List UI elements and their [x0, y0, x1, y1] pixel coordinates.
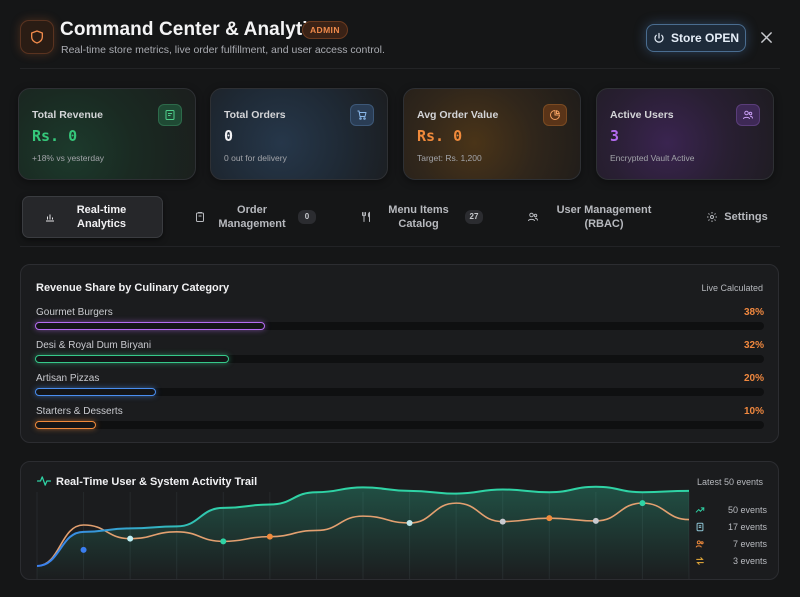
- tab-label: Real-time Analytics: [76, 204, 127, 230]
- page-subtitle: Real-time store metrics, live order fulf…: [61, 44, 385, 56]
- kpi-label: Active Users: [610, 109, 674, 121]
- close-button[interactable]: [756, 27, 776, 47]
- legend-text: 50 events: [727, 505, 767, 515]
- tab-real-time-analytics[interactable]: Real-time Analytics: [22, 196, 163, 238]
- utensils-icon: [361, 211, 370, 222]
- kpi-subtext: Encrypted Vault Active: [610, 153, 695, 163]
- legend-text: 3 events: [732, 556, 767, 566]
- receipt-icon: [158, 104, 182, 126]
- shield-icon: [31, 30, 43, 44]
- data-point: [592, 517, 599, 524]
- series-area: [37, 486, 689, 579]
- category-label: Starters & Desserts: [36, 406, 123, 417]
- tab-menu-items-catalog[interactable]: Menu Items Catalog 27: [346, 196, 498, 238]
- users-icon: [528, 212, 538, 222]
- tab-label: Menu Items Catalog: [388, 204, 449, 230]
- category-bar-track: [35, 388, 764, 396]
- tab-count-badge: 27: [464, 210, 484, 224]
- kpi-card-avg-order: Avg Order Value Rs. 0 Target: Rs. 1,200: [403, 88, 581, 180]
- kpi-subtext: Target: Rs. 1,200: [417, 153, 482, 163]
- pie-chart-icon: [543, 104, 567, 126]
- activity-icon: [37, 476, 51, 486]
- data-point: [406, 519, 413, 526]
- kpi-subtext: 0 out for delivery: [224, 153, 287, 163]
- category-bar-track: [35, 322, 764, 330]
- kpi-subtext: +18% vs yesterday: [32, 153, 105, 163]
- latest-events-label: Latest 50 events: [696, 477, 763, 487]
- tab-settings[interactable]: Settings: [700, 196, 774, 238]
- tab-count-badge: 0: [298, 210, 316, 224]
- category-bar-fill: [35, 421, 96, 429]
- activity-line-chart: [36, 485, 690, 579]
- data-point: [220, 538, 227, 545]
- data-point: [499, 518, 506, 525]
- kpi-value: Rs. 0: [417, 127, 463, 145]
- series-line-secondary: [36, 502, 690, 567]
- panel-title: Revenue Share by Culinary Category: [36, 282, 230, 294]
- category-percent: 38%: [743, 307, 764, 318]
- close-icon: [760, 31, 772, 43]
- page-title: Command Center & Analytics: [60, 19, 330, 40]
- power-icon: [654, 32, 664, 43]
- users-icon: [736, 104, 760, 126]
- app-logo: [20, 20, 54, 54]
- swap-icon: [696, 557, 704, 565]
- clipboard-icon: [196, 212, 204, 222]
- bar-chart-icon: [45, 214, 54, 222]
- kpi-value: 3: [610, 127, 620, 145]
- category-percent: 10%: [743, 406, 764, 417]
- trend-icon: [695, 507, 705, 513]
- category-label: Artisan Pizzas: [36, 373, 100, 384]
- data-point: [80, 546, 87, 553]
- panel-title: Real-Time User & System Activity Trail: [56, 476, 258, 488]
- series-line-primary: [36, 485, 690, 567]
- data-point: [127, 535, 134, 542]
- kpi-card-orders: Total Orders 0 0 out for delivery: [210, 88, 388, 180]
- tab-order-management[interactable]: Order Management 0: [180, 196, 330, 238]
- live-status: Live Calculated: [701, 283, 763, 293]
- tab-user-management[interactable]: User Management (RBAC): [520, 196, 670, 238]
- kpi-value: 0: [224, 127, 234, 145]
- category-label: Gourmet Burgers: [36, 307, 113, 318]
- category-bar-fill: [35, 322, 265, 330]
- kpi-label: Avg Order Value: [417, 109, 499, 121]
- legend-row: 17 events: [695, 520, 767, 534]
- category-bar-track: [35, 355, 764, 363]
- kpi-card-users: Active Users 3 Encrypted Vault Active: [596, 88, 774, 180]
- users-icon: [695, 540, 704, 548]
- revenue-share-panel: Revenue Share by Culinary Category Live …: [20, 264, 779, 443]
- legend-row: 7 events: [695, 537, 767, 551]
- category-percent: 32%: [743, 340, 764, 351]
- role-badge: ADMIN: [302, 21, 348, 39]
- store-status-label: Store OPEN: [670, 31, 739, 45]
- data-point: [639, 500, 646, 507]
- legend-text: 7 events: [732, 539, 767, 549]
- category-percent: 20%: [743, 373, 764, 384]
- document-icon: [696, 522, 704, 532]
- kpi-label: Total Revenue: [32, 109, 103, 121]
- legend-row: 3 events: [695, 554, 767, 568]
- gear-icon: [707, 212, 718, 222]
- tab-label: Settings: [724, 211, 768, 223]
- kpi-label: Total Orders: [224, 109, 286, 121]
- category-bar-fill: [35, 355, 229, 363]
- tab-label: User Management (RBAC): [556, 204, 652, 230]
- data-point: [546, 515, 553, 522]
- cart-icon: [350, 104, 374, 126]
- category-label: Desi & Royal Dum Biryani: [36, 340, 152, 351]
- data-point: [266, 533, 273, 540]
- category-bar-fill: [35, 388, 156, 396]
- kpi-value: Rs. 0: [32, 127, 78, 145]
- kpi-card-revenue: Total Revenue Rs. 0 +18% vs yesterday: [18, 88, 196, 180]
- legend-row: 50 events: [695, 503, 767, 517]
- header-divider: [20, 68, 780, 69]
- activity-trail-panel: Real-Time User & System Activity Trail L…: [20, 461, 779, 580]
- tab-label: Order Management: [218, 204, 286, 230]
- category-bar-track: [35, 421, 764, 429]
- tabs-divider: [20, 246, 780, 247]
- legend-text: 17 events: [727, 522, 767, 532]
- store-status-button[interactable]: Store OPEN: [646, 24, 746, 52]
